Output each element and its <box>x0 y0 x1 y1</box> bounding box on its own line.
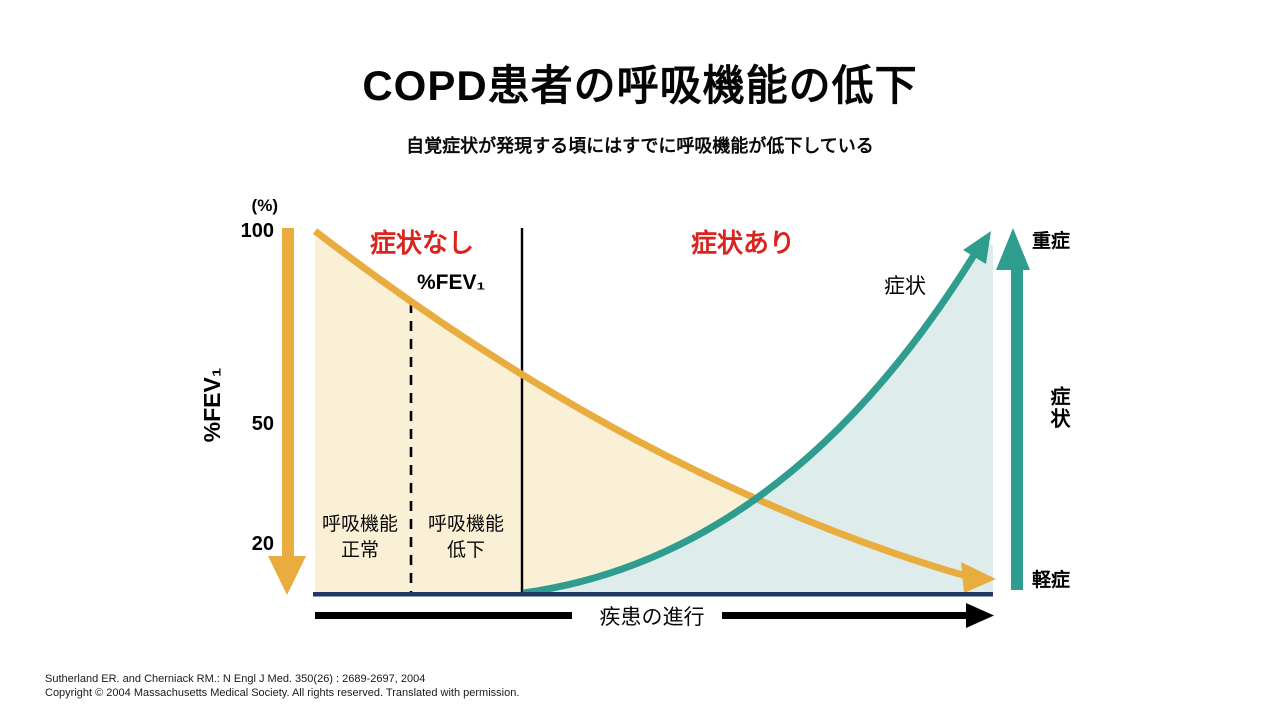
y-tick-100: 100 <box>240 220 274 242</box>
symptom-curve <box>522 245 982 597</box>
fev1-curve <box>312 228 967 580</box>
severity-label-severe: 重症 <box>1032 231 1071 252</box>
region-normal-line1: 呼吸機能 <box>321 514 398 535</box>
y-axis-label: %FEV₁ <box>198 367 225 443</box>
region-normal-line2: 正常 <box>340 540 379 561</box>
severity-label-mild: 軽症 <box>1032 570 1071 591</box>
phase-label-no-symptoms: 症状なし <box>370 228 475 258</box>
baseline <box>313 592 993 597</box>
y-tick-50: 50 <box>251 413 274 435</box>
region-label-normal-function: 呼吸機能 正常 <box>312 512 408 564</box>
region-label-reduced-function: 呼吸機能 低下 <box>418 512 514 564</box>
citation: Sutherland ER. and Cherniack RM.: N Engl… <box>45 672 519 700</box>
fev1-axis-arrow-head-icon <box>268 556 306 595</box>
symptom-area-fill <box>523 240 993 595</box>
x-axis-label: 疾患の進行 <box>599 606 705 629</box>
page-title: COPD患者の呼吸機能の低下 <box>362 62 918 109</box>
progression-arrowhead-icon <box>966 603 994 628</box>
citation-line2: Copyright © 2004 Massachusetts Medical S… <box>45 687 520 699</box>
region-reduced-line1: 呼吸機能 <box>427 514 504 535</box>
progression-arrow-right-segment <box>722 612 968 619</box>
fev1-curve-label: %FEV₁ <box>417 271 486 294</box>
phase-label-with-symptoms: 症状あり <box>691 228 796 258</box>
symptom-curve-arrowhead-icon <box>963 231 991 264</box>
y-tick-20: 20 <box>251 533 274 555</box>
citation-line1: Sutherland ER. and Cherniack RM.: N Engl… <box>45 673 426 685</box>
severity-axis-arrow-shaft <box>1011 266 1023 590</box>
severity-axis-label: 症状 <box>1047 386 1069 430</box>
symptom-curve-label: 症状 <box>884 275 926 298</box>
page-subtitle: 自覚症状が発現する頃にはすでに呼吸機能が低下している <box>406 136 874 156</box>
severity-axis-arrow-head-icon <box>996 228 1030 270</box>
fev1-curve-arrowhead-icon <box>961 562 996 593</box>
progression-arrow-left-segment <box>315 612 572 619</box>
y-axis-unit: (%) <box>251 196 278 215</box>
fev1-axis-arrow-shaft <box>282 228 294 558</box>
fev1-area-fill <box>315 231 990 595</box>
region-reduced-line2: 低下 <box>446 540 485 561</box>
